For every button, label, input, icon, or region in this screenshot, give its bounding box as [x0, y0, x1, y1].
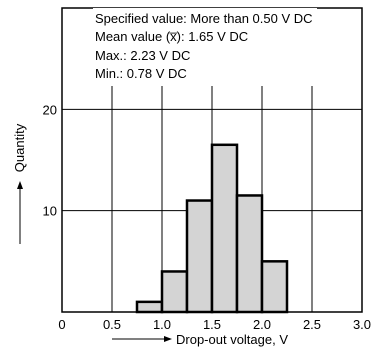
y-tick-label-0: 10	[43, 204, 57, 219]
y-axis-label: Quantity	[12, 123, 27, 172]
x-axis-arrow-head	[164, 336, 172, 342]
x-tick-label-5: 2.5	[303, 317, 321, 332]
x-axis-label: Drop-out voltage, V	[176, 332, 288, 347]
histogram-bar-0	[135, 300, 164, 314]
y-axis-arrow-head	[17, 181, 23, 189]
x-tick-label-6: 3.0	[353, 317, 371, 332]
x-tick-label-2: 1.0	[153, 317, 171, 332]
x-tick-label-4: 2.0	[253, 317, 271, 332]
x-tick-label-1: 0.5	[103, 317, 121, 332]
annotation-specified: Specified value: More than 0.50 V DC	[95, 11, 313, 26]
annotation-background	[93, 8, 317, 86]
annotation-max: Max.: 2.23 V DC	[95, 48, 190, 63]
y-tick-labels: 10 20	[43, 102, 57, 218]
histogram-bar-3	[210, 143, 239, 314]
annotation-block: Specified value: More than 0.50 V DC Mea…	[93, 8, 317, 86]
x-tick-label-3: 1.5	[203, 317, 221, 332]
x-tick-labels: 0 0.5 1.0 1.5 2.0 2.5 3.0	[58, 317, 371, 332]
x-tick-label-0: 0	[58, 317, 65, 332]
annotation-min: Min.: 0.78 V DC	[95, 66, 187, 81]
annotation-mean: Mean value (x̅): 1.65 V DC	[95, 29, 248, 44]
y-tick-label-1: 20	[43, 102, 57, 117]
x-axis-label-group: Drop-out voltage, V	[112, 332, 288, 347]
histogram-bar-2	[185, 199, 214, 314]
histogram-bar-1	[160, 270, 189, 314]
histogram-bar-5	[260, 260, 289, 314]
y-axis-label-group: Quantity	[12, 123, 27, 244]
histogram-bar-4	[235, 194, 264, 314]
bars	[135, 143, 289, 314]
